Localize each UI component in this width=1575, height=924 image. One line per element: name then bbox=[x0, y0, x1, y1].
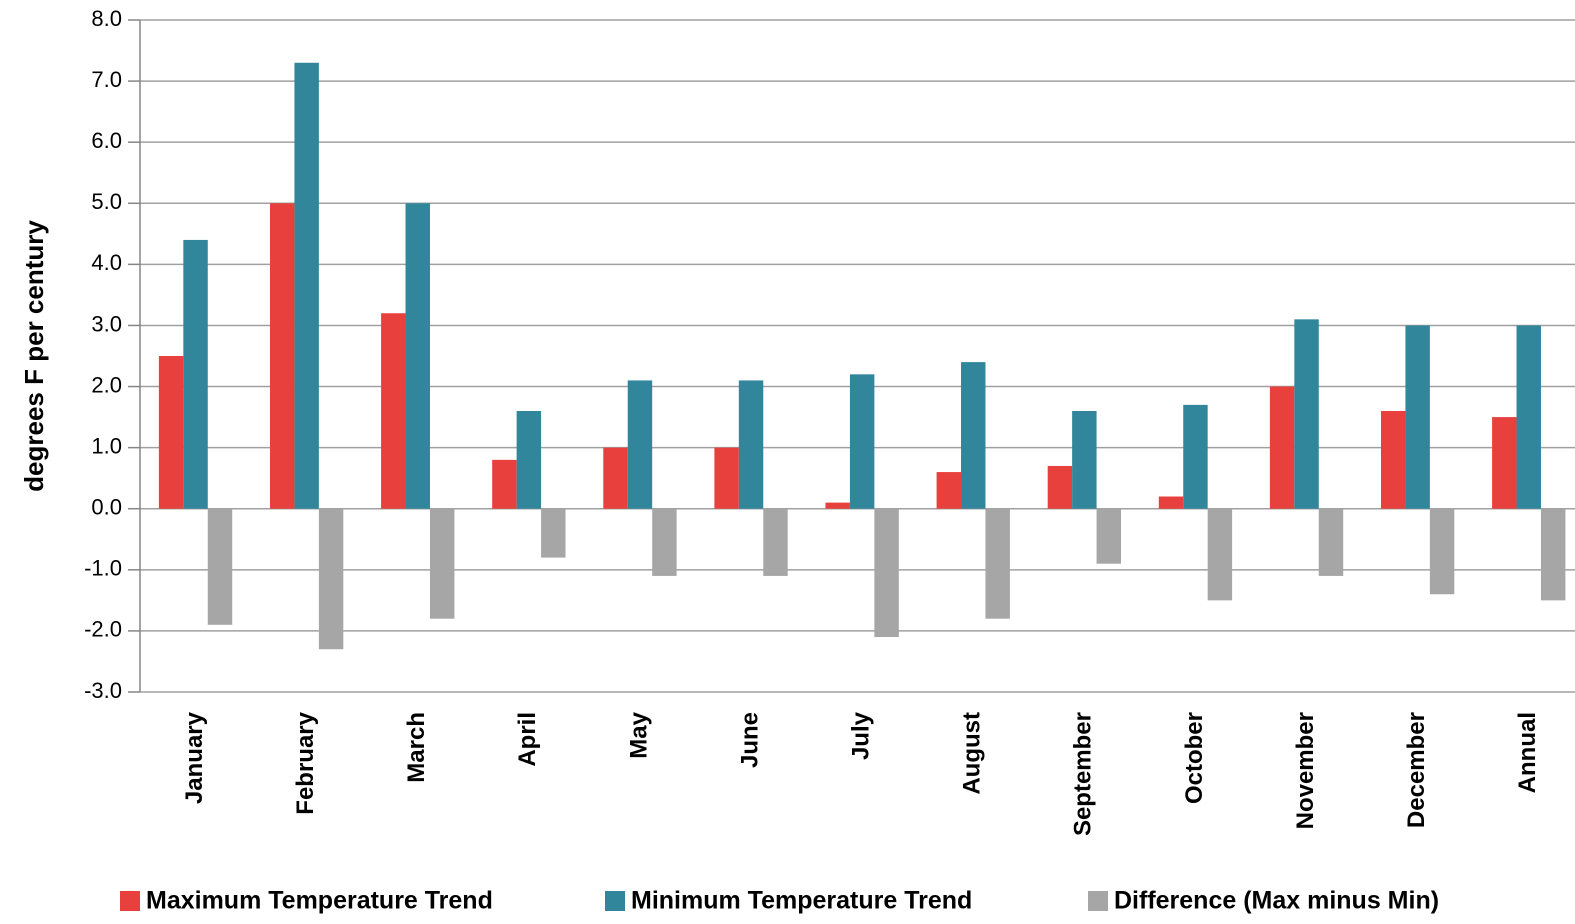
bar bbox=[1492, 417, 1517, 509]
bar bbox=[1096, 508, 1122, 564]
legend-swatch bbox=[1088, 891, 1108, 911]
bar bbox=[603, 447, 628, 509]
bar bbox=[1405, 325, 1430, 509]
bar bbox=[492, 459, 517, 509]
x-tick-label: March bbox=[403, 712, 430, 783]
x-tick-label: August bbox=[959, 712, 986, 795]
bar bbox=[1540, 508, 1566, 601]
y-tick-label: 3.0 bbox=[91, 311, 122, 336]
bar bbox=[825, 502, 850, 509]
bar bbox=[763, 508, 788, 576]
legend-label: Difference (Max minus Min) bbox=[1114, 887, 1439, 915]
x-tick-label: Annual bbox=[1514, 712, 1541, 793]
y-axis-label: degrees F per century bbox=[19, 220, 49, 492]
bar bbox=[158, 356, 184, 509]
bar bbox=[652, 508, 677, 576]
y-tick-label: 2.0 bbox=[91, 372, 122, 397]
y-tick-label: 5.0 bbox=[91, 189, 122, 214]
y-tick-label: 0.0 bbox=[91, 495, 122, 520]
legend-label: Maximum Temperature Trend bbox=[146, 887, 493, 915]
bar bbox=[318, 508, 344, 650]
legend-swatch bbox=[605, 891, 625, 911]
y-tick-label: 4.0 bbox=[91, 250, 122, 275]
legend-label: Minimum Temperature Trend bbox=[631, 887, 972, 915]
bar bbox=[269, 203, 295, 509]
bar bbox=[1047, 465, 1073, 509]
legend-swatch bbox=[120, 891, 140, 911]
bar bbox=[516, 410, 542, 509]
bar bbox=[1158, 496, 1184, 509]
x-tick-label: July bbox=[847, 711, 874, 760]
bar bbox=[1380, 410, 1406, 509]
bar bbox=[1183, 404, 1208, 509]
bar bbox=[1269, 386, 1295, 509]
y-tick-label: -2.0 bbox=[84, 617, 122, 642]
x-tick-label: December bbox=[1403, 712, 1430, 828]
bar bbox=[1429, 508, 1455, 595]
x-tick-label: October bbox=[1181, 712, 1208, 804]
x-tick-label: September bbox=[1070, 712, 1097, 836]
bar bbox=[183, 239, 208, 509]
bar bbox=[1318, 508, 1344, 576]
bar bbox=[1516, 325, 1541, 509]
y-tick-label: 6.0 bbox=[91, 128, 122, 153]
bar bbox=[381, 313, 406, 509]
x-tick-label: June bbox=[736, 712, 763, 768]
bar bbox=[874, 508, 899, 638]
bar bbox=[1294, 319, 1319, 509]
y-tick-label: -1.0 bbox=[84, 556, 122, 581]
bar bbox=[714, 447, 739, 509]
x-tick-label: February bbox=[292, 711, 319, 814]
bar bbox=[1207, 508, 1233, 601]
bar bbox=[961, 362, 986, 509]
bar bbox=[207, 508, 233, 625]
x-tick-label: November bbox=[1292, 712, 1319, 829]
x-tick-label: April bbox=[514, 712, 541, 767]
x-tick-label: May bbox=[625, 711, 652, 758]
bar bbox=[1072, 410, 1097, 509]
y-tick-label: -3.0 bbox=[84, 678, 122, 703]
x-tick-label: January bbox=[181, 711, 208, 804]
bar bbox=[541, 508, 566, 558]
bar bbox=[294, 62, 319, 509]
bar bbox=[849, 374, 875, 509]
bar bbox=[405, 203, 430, 509]
bar bbox=[429, 508, 455, 619]
bar bbox=[985, 508, 1010, 619]
bar bbox=[936, 472, 962, 509]
y-tick-label: 8.0 bbox=[91, 6, 122, 31]
y-tick-label: 7.0 bbox=[91, 67, 122, 92]
bar bbox=[738, 380, 764, 509]
y-tick-label: 1.0 bbox=[91, 433, 122, 458]
bar bbox=[627, 380, 653, 509]
